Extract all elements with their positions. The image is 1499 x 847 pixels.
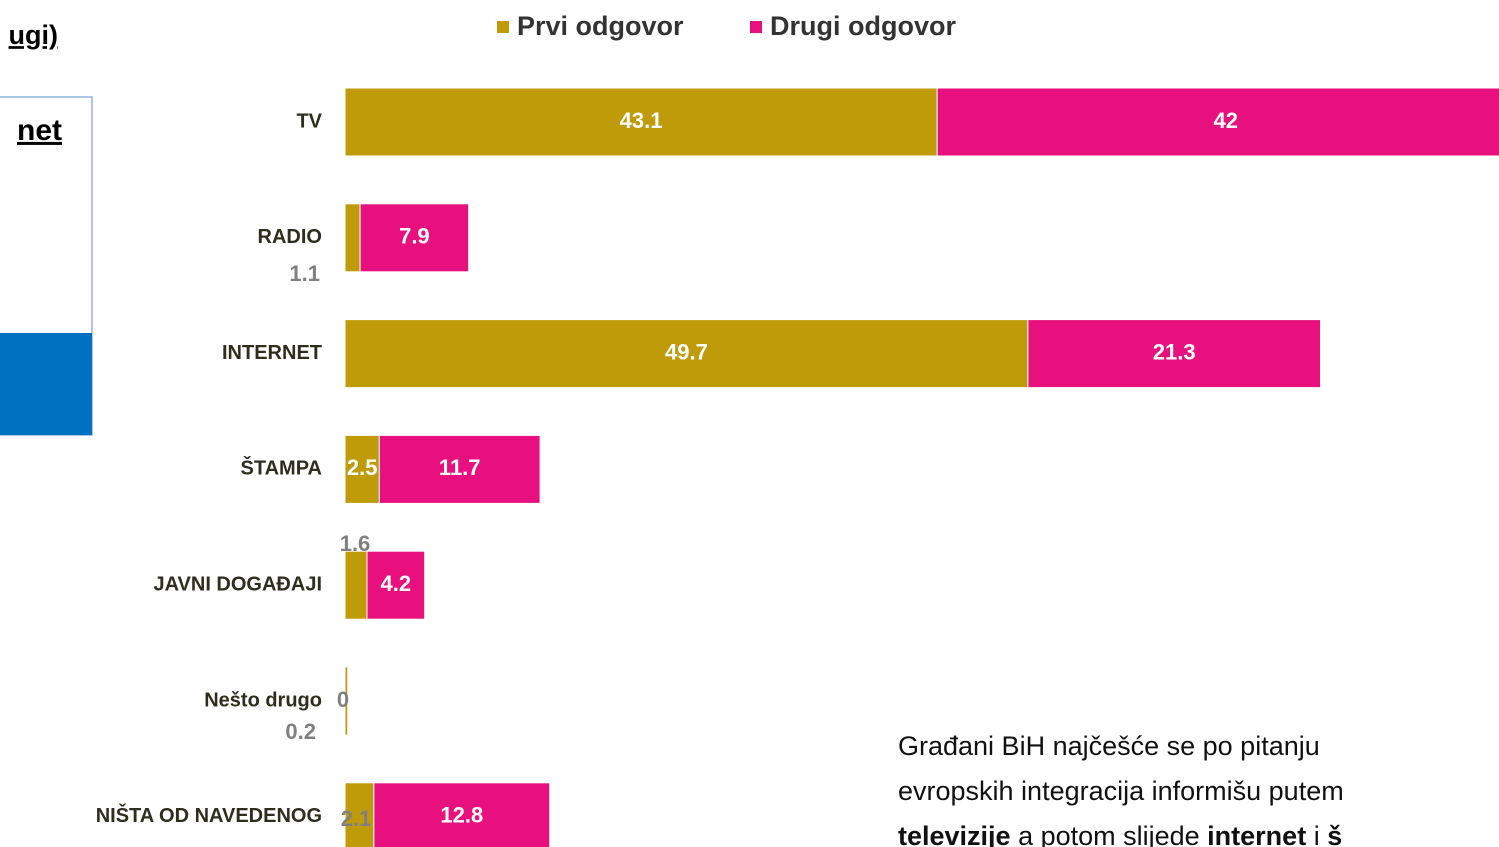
bar-segment <box>344 434 380 504</box>
value-label: 21.3 <box>1153 339 1196 364</box>
category-label: Nešto drugo <box>204 689 322 711</box>
bar-segment <box>378 434 541 504</box>
box-fill <box>0 333 92 435</box>
category-label: RADIO <box>258 226 322 248</box>
bar-segment <box>344 550 368 620</box>
bar-segment <box>936 87 1499 157</box>
category-label: INTERNET <box>222 342 322 364</box>
legend-swatch <box>497 21 509 33</box>
bar-segment <box>344 319 1029 389</box>
note-line: Građani BiH najčešće se po pitanju <box>898 731 1320 761</box>
bar-segment <box>366 550 426 620</box>
note-run: i <box>1306 821 1327 847</box>
category-label: NIŠTA OD NAVEDENOG <box>96 803 322 827</box>
value-label: 2.1 <box>341 806 372 831</box>
heading-fragment: ugi) <box>9 20 58 50</box>
bar-segment <box>1027 319 1322 389</box>
value-label: 42 <box>1213 108 1237 133</box>
value-label: 1.6 <box>340 531 371 556</box>
bar-segment <box>359 203 470 273</box>
note-run: televizije <box>898 821 1011 847</box>
bar-segment <box>344 782 375 847</box>
category-label: TV <box>296 110 322 132</box>
value-label: 12.8 <box>440 803 483 828</box>
category-label: JAVNI DOGAĐAJI <box>153 573 322 595</box>
note-line: televizije a potom slijede internet i š <box>898 821 1342 847</box>
value-label: 4.2 <box>381 571 412 596</box>
box-fragment: net <box>17 114 62 147</box>
note-line: evropskih integracija informišu putem <box>898 776 1344 806</box>
bar-segment <box>344 666 349 736</box>
category-label: ŠTAMPA <box>241 456 322 480</box>
value-label: 1.1 <box>289 261 320 286</box>
note-run: internet <box>1207 821 1306 847</box>
value-label: 11.7 <box>439 455 481 480</box>
value-label: 0.2 <box>285 719 316 744</box>
note-run: š <box>1327 821 1342 847</box>
note-run: a potom slijede <box>1011 821 1208 847</box>
bar-segment <box>373 782 551 847</box>
legend-label: Drugi odgovor <box>770 11 956 41</box>
value-label: 43.1 <box>620 108 663 133</box>
legend-swatch <box>750 21 762 33</box>
legend-label: Prvi odgovor <box>517 11 684 41</box>
value-label: 2.5 <box>347 455 378 480</box>
value-label: 0 <box>337 687 349 712</box>
bar-segment <box>344 203 361 273</box>
value-label: 49.7 <box>665 339 708 364</box>
bar-segment <box>344 87 938 157</box>
value-label: 7.9 <box>399 224 430 249</box>
content: ugi) net Građani BiH najčešće se po pita… <box>0 11 1499 847</box>
